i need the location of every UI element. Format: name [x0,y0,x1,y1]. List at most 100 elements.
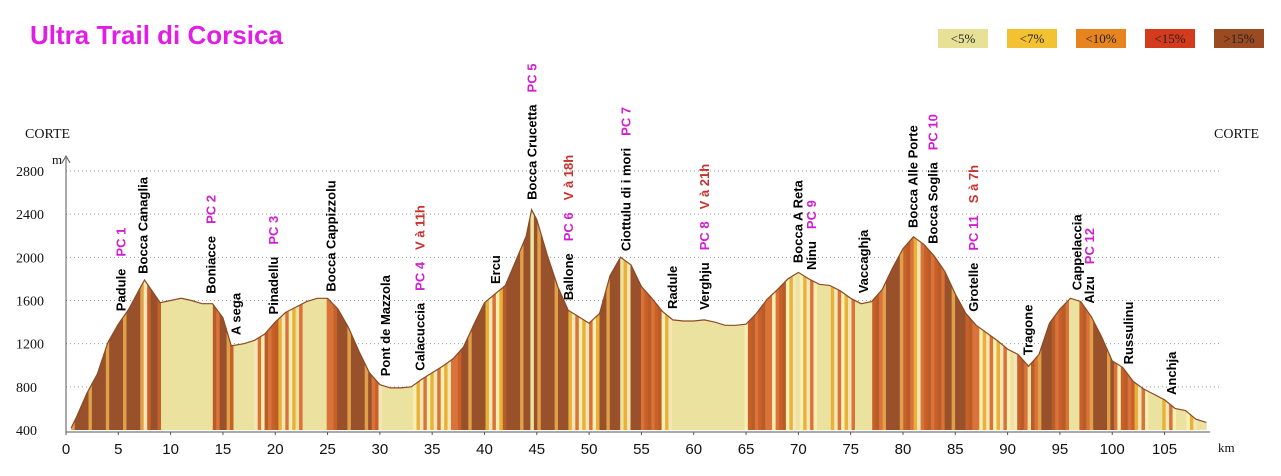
profile-stripe [171,209,176,430]
profile-stripe [285,209,290,430]
profile-stripe [382,209,387,430]
profile-stripe [613,209,618,430]
profile-stripe [316,209,321,430]
y-tick-label: 1200 [16,338,44,353]
profile-stripe [451,209,456,430]
profile-stripe [489,209,494,430]
annotation-label: PC 5 [525,64,540,93]
annotation-label: Boniacce [203,236,218,294]
profile-stripe [937,209,942,430]
profile-stripe [278,209,283,430]
x-axis-label: km [1218,440,1235,455]
x-tick-label: 60 [685,441,702,458]
profile-stripe [951,209,956,430]
profile-stripe [665,209,670,430]
profile-stripe [827,209,832,430]
profile-stripe [129,209,134,430]
profile-stripe [371,209,376,430]
profile-stripe [223,209,228,430]
profile-stripe [1072,209,1077,430]
x-tick-label: 40 [476,441,493,458]
profile-stripe [713,209,718,430]
profile-stripe [727,209,732,430]
profile-stripe [299,209,304,430]
profile-stripe [154,209,159,430]
annotation-label: PC 2 [203,195,218,224]
profile-stripe [782,209,787,430]
profile-stripe [388,209,393,430]
legend-item-lt15: <15% [1145,29,1195,48]
profile-stripe [620,209,625,430]
profile-stripe [102,209,107,430]
profile-stripe [944,209,949,430]
profile-stripe [803,209,808,430]
annotation-label: PC 6 [561,212,576,241]
profile-stripe [495,209,500,430]
x-tick-label: 90 [999,441,1016,458]
profile-stripe [312,209,317,430]
profile-stripe [1110,209,1115,430]
profile-stripe [527,209,532,430]
profile-stripe [747,209,752,430]
start-label: CORTE [25,127,71,142]
x-tick-label: 30 [372,441,389,458]
x-tick-label: 70 [790,441,807,458]
profile-stripe [606,209,611,430]
profile-stripe [789,209,794,430]
profile-stripe [554,209,559,430]
profile-stripe [1044,209,1049,430]
profile-stripe [392,209,397,430]
profile-stripe [74,209,79,430]
profile-stripe [523,209,528,430]
profile-outline [70,208,1207,429]
annotation-label: PC 9 [804,200,819,229]
profile-stripe [955,209,960,430]
profile-stripe [547,209,552,430]
profile-stripe [123,209,128,430]
y-tick-label: 2000 [16,251,44,266]
profile-stripe [917,209,922,430]
profile-stripe [520,209,525,430]
profile-stripe [378,209,383,430]
annotation-label: Verghju [697,262,712,310]
profile-stripe [882,209,887,430]
profile-stripe [1158,209,1163,430]
profile-stripe [758,209,763,430]
profile-stripe [958,209,963,430]
x-tick-label: 80 [895,441,912,458]
profile-stripe [136,209,141,430]
profile-stripe [640,209,645,430]
profile-stripe [623,209,628,430]
profile-stripe [761,209,766,430]
y-tick-label: 1600 [16,295,44,310]
profile-stripe [1155,209,1160,430]
y-tick-label: 400 [16,424,37,439]
annotation-label: A sega [228,292,243,335]
profile-stripe [765,209,770,430]
profile-stripe [174,209,179,430]
profile-stripe [499,209,504,430]
profile-stripe [858,209,863,430]
profile-stripe [1031,209,1036,430]
annotation-label: Bocca Soglia [925,161,940,243]
profile-stripe [347,209,352,430]
profile-stripe [95,209,100,430]
profile-stripe [855,209,860,430]
profile-stripe [205,209,210,430]
annotation-label: PC 1 [113,228,128,257]
y-axis-label: m [52,152,62,167]
profile-stripe [402,209,407,430]
profile-stripe [889,209,894,430]
profile-stripe [924,209,929,430]
profile-stripe [1141,209,1146,430]
profile-stripe [306,209,311,430]
profile-stripe [247,209,252,430]
profile-stripe [533,209,538,430]
x-tick-label: 50 [581,441,598,458]
profile-stripe [150,209,155,430]
profile-stripe [202,209,207,430]
annotation-label: Ercu [488,255,503,284]
profile-stripe [582,209,587,430]
profile-stripe [851,209,856,430]
